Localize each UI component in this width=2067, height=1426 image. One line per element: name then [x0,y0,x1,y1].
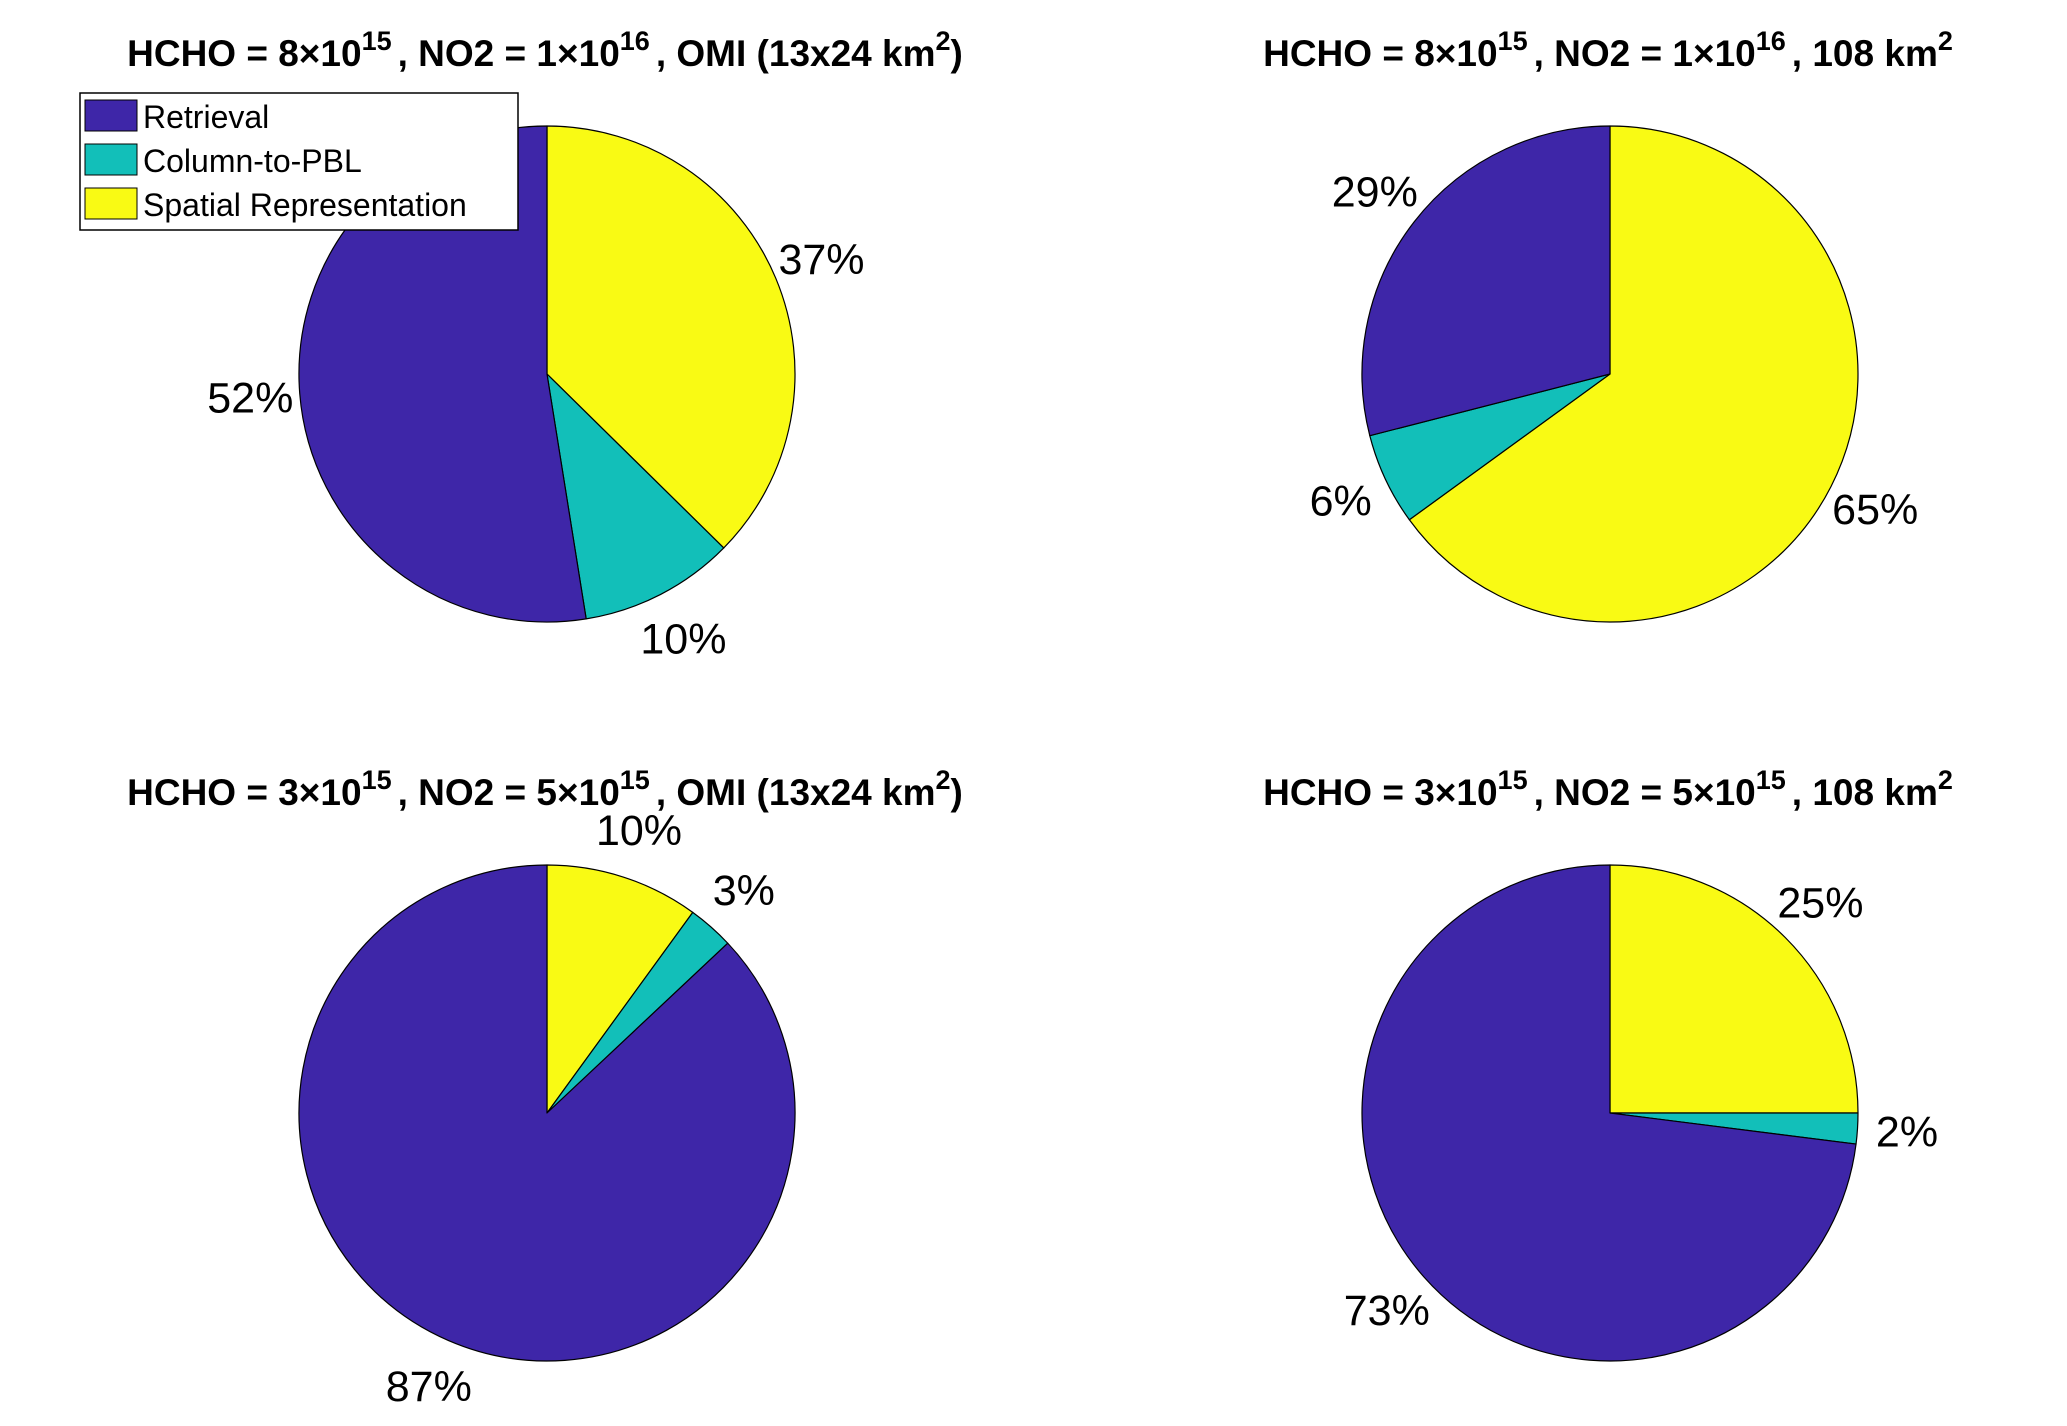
legend-entry-spatial-representation: Spatial Representation [84,187,467,223]
panel-3-title: HCHO = 3×1015, NO2 = 5×1015, OMI (13x24 … [127,765,963,813]
legend-box [79,92,519,231]
legend: Retrieval Column-to-PBL Spatial Represen… [79,92,519,231]
pie-2-label-retrieval: 29% [1332,169,1418,217]
pie-3-label-retrieval: 87% [386,1363,472,1411]
pie-4-label-spatial-representation: 25% [1777,880,1863,928]
panel-1-title: HCHO = 8×1015, NO2 = 1×1016, OMI (13x24 … [127,26,963,74]
pie-1-slice-spatial-representation [546,125,796,549]
chart-panel-3: HCHO = 3×1015, NO2 = 5×1015, OMI (13x24 … [127,765,963,1411]
pie-1-label-column-to-pbl: 10% [640,616,726,664]
pie-4: 25% 2% 73% [1344,864,1938,1362]
legend-swatch-retrieval [84,99,138,132]
pie-1-label-retrieval: 52% [207,375,293,423]
pie-3-slice-retrieval [298,864,796,1362]
panel-4-title: HCHO = 3×1015, NO2 = 5×1015, 108 km2 [1263,765,1953,813]
chart-panel-2: HCHO = 8×1015, NO2 = 1×1016, 108 km2 65%… [1263,26,1953,623]
pie-1-slice-column-to-pbl [546,373,725,620]
pie-4-slice-retrieval [1361,864,1857,1362]
chart-panel-4: HCHO = 3×1015, NO2 = 5×1015, 108 km2 25%… [1263,765,1953,1362]
pie-1: 37% 10% 52% [207,125,865,664]
legend-swatch-column-to-pbl [84,143,138,176]
pie-4-label-column-to-pbl: 2% [1876,1109,1938,1157]
pie-2-slice-retrieval [1361,125,1611,437]
legend-label-retrieval: Retrieval [143,99,269,135]
pie-4-slice-spatial-representation [1609,864,1859,1114]
pie-3-label-column-to-pbl: 3% [713,867,775,915]
pie-2-slice-spatial-representation [1408,125,1859,623]
legend-label-spatial-representation: Spatial Representation [143,187,467,223]
pie-1-label-spatial-representation: 37% [778,236,864,284]
panel-2-title: HCHO = 8×1015, NO2 = 1×1016, 108 km2 [1263,26,1953,74]
pie-4-label-retrieval: 73% [1344,1287,1430,1335]
chart-panel-1: HCHO = 8×1015, NO2 = 1×1016, OMI (13x24 … [127,26,963,664]
pie-3-label-spatial-representation: 10% [596,807,682,855]
legend-label-column-to-pbl: Column-to-PBL [143,143,362,179]
legend-entry-retrieval: Retrieval [84,99,269,135]
pie-3-slice-spatial-representation [546,864,694,1114]
legend-swatch-spatial-representation [84,187,138,220]
legend-entry-column-to-pbl: Column-to-PBL [84,143,362,179]
pie-2-label-column-to-pbl: 6% [1310,478,1372,526]
pie-2-label-spatial-representation: 65% [1832,486,1918,534]
pie-2: 65% 6% 29% [1310,125,1918,623]
pie-3: 10% 3% 87% [298,807,796,1411]
